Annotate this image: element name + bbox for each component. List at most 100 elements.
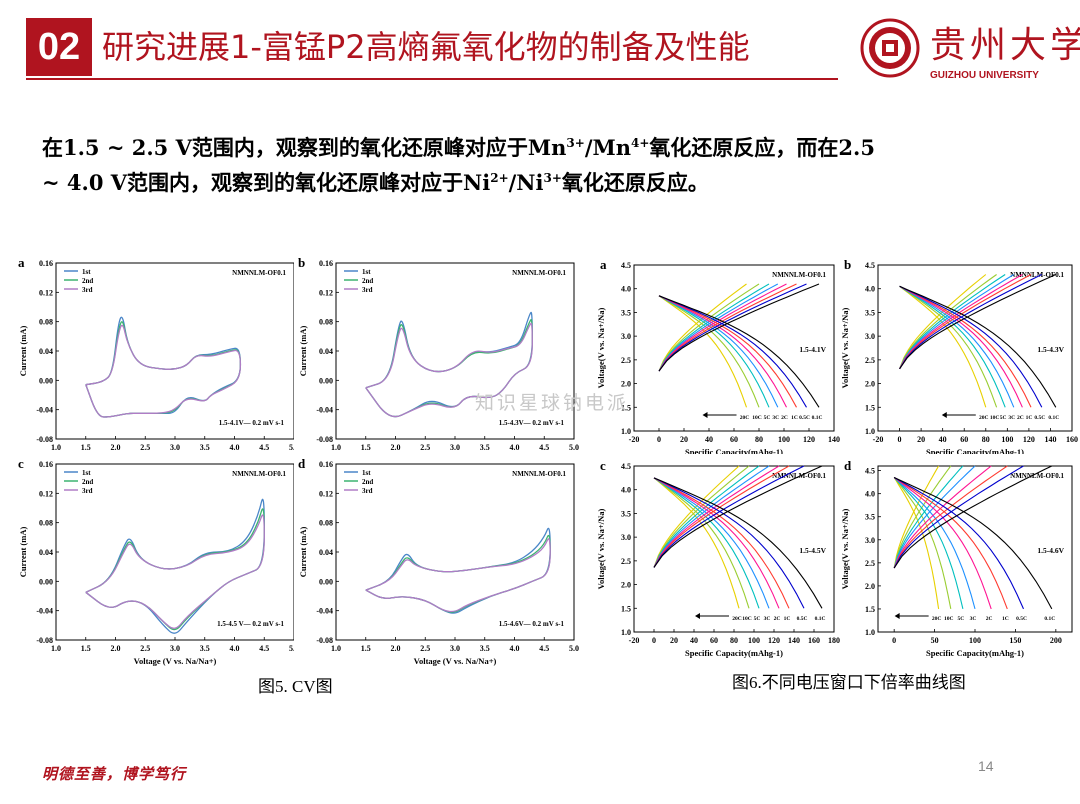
y-tick-label: 2.5 [865, 356, 875, 365]
rate-label: 0.1C [1044, 616, 1055, 622]
x-tick-label: -20 [873, 435, 884, 444]
discharge-curve-0.1C [893, 477, 1053, 610]
rate-arrow-head [695, 613, 700, 619]
discharge-curve-2C [899, 285, 1023, 408]
discharge-curve-3C [658, 295, 779, 408]
y-tick-label: 0.12 [39, 489, 53, 498]
cv-curve-1st [85, 498, 265, 634]
x-tick-label: 140 [788, 636, 800, 645]
page-number: 14 [978, 758, 994, 774]
legend-label: 3rd [362, 487, 373, 495]
x-tick-label: 2.0 [391, 443, 401, 452]
discharge-curve-0.1C [899, 285, 1057, 408]
charge-curve-1C [658, 283, 797, 372]
rate-label: 1C [1002, 616, 1009, 622]
y-tick-label: -0.08 [36, 435, 53, 444]
y-tick-label: -0.08 [316, 636, 333, 645]
x-tick-label: 2.0 [391, 644, 401, 653]
legend-label: 3rd [82, 286, 93, 294]
x-tick-label: 1.5 [361, 644, 371, 653]
y-axis-label: Voltage(V vs. Na+/Na) [596, 308, 606, 389]
rate-label: 0.5C [799, 415, 810, 421]
cv-curve-3rd [85, 514, 265, 629]
y-tick-label: 0.16 [319, 460, 333, 469]
x-tick-label: 2.5 [140, 443, 150, 452]
legend-label: 2nd [362, 478, 373, 486]
panel-letter: a [18, 255, 25, 270]
y-tick-label: 4.5 [865, 467, 875, 476]
y-tick-label: 0.00 [39, 376, 53, 385]
y-tick-label: 2.0 [865, 582, 875, 591]
discharge-curve-0.5C [893, 477, 1025, 610]
discharge-curve-20C [893, 477, 940, 609]
voltage-window-annotation: 1.5-4.1V [799, 345, 826, 354]
charge-curve-0.1C [653, 465, 823, 568]
x-tick-label: 120 [768, 636, 780, 645]
x-tick-label: -20 [629, 636, 640, 645]
slide-title: 研究进展1-富锰P2高熵氟氧化物的制备及性能 [102, 28, 750, 66]
charge-curve-0.5C [658, 283, 807, 372]
sample-label: NMNNLM-OF0.1 [232, 269, 286, 277]
cv-panel-a: 1.01.52.02.53.03.54.04.55.0-0.08-0.040.0… [14, 253, 300, 465]
y-tick-label: 2.5 [621, 557, 631, 566]
x-tick-label: 2.5 [420, 644, 430, 653]
rate-chart-a: -20 0 20 40 60 80 100 120 140 1.0 1.5 2.0 2.5 3.0 3.5 4… [596, 257, 840, 457]
x-tick-label: 4.5 [539, 443, 549, 452]
x-tick-label: 1.0 [331, 644, 341, 653]
y-tick-label: 0.16 [319, 259, 333, 268]
legend-label: 2nd [82, 277, 93, 285]
x-axis-label: Specific Capacity(mAhg-1) [926, 648, 1024, 658]
y-tick-label: 1.0 [621, 427, 631, 436]
rate-arrow-head [941, 412, 947, 418]
voltage-window-annotation: 1.5-4.5V [799, 546, 826, 555]
rate-label: 10C [752, 415, 762, 421]
x-tick-label: 60 [710, 636, 718, 645]
rate-label: 1C [791, 415, 798, 421]
x-tick-label: 160 [1066, 435, 1078, 444]
y-tick-label: 0.08 [319, 519, 333, 528]
cv-chart-a: 1.01.52.02.53.03.54.04.55.0-0.08-0.040.0… [18, 255, 299, 465]
discharge-curve-0.1C [653, 477, 823, 609]
x-tick-label: 3.5 [480, 443, 490, 452]
x-tick-label: 4.5 [539, 644, 549, 653]
cv-figure-caption: 图5. CV图 [258, 677, 333, 696]
university-seal-icon [860, 18, 920, 78]
y-tick-label: 4.5 [621, 462, 631, 471]
y-tick-label: 2.5 [865, 559, 875, 568]
x-tick-label: 4.0 [230, 443, 240, 452]
charge-curve-10C [658, 283, 760, 372]
discharge-curve-0.5C [899, 285, 1043, 408]
sample-label: NMNNLM-OF0.1 [1010, 472, 1064, 480]
rate-label: 3C [970, 616, 977, 622]
rate-label: 3C [1008, 415, 1015, 421]
discharge-curve-1C [899, 285, 1032, 408]
x-tick-label: 0 [898, 435, 902, 444]
cv-curve-1st [85, 316, 242, 418]
charge-curve-3C [899, 274, 1015, 370]
y-tick-label: -0.08 [316, 435, 333, 444]
y-tick-label: 0.12 [319, 288, 333, 297]
y-tick-label: 1.0 [865, 427, 875, 436]
y-tick-label: -0.04 [316, 406, 333, 415]
legend-label: 3rd [82, 487, 93, 495]
discharge-curve-5C [893, 477, 964, 610]
discharge-curve-10C [658, 295, 760, 408]
y-tick-label: 1.0 [621, 628, 631, 637]
x-tick-label: 1.0 [51, 644, 61, 653]
x-tick-label: 140 [828, 435, 840, 444]
x-tick-label: 100 [778, 435, 790, 444]
panel-letter: d [844, 458, 852, 473]
y-tick-label: 0.04 [319, 347, 333, 356]
cv-curve-2nd [85, 508, 265, 631]
y-axis-label: Current (mA) [18, 326, 28, 377]
x-axis-label: Specific Capacity(mAhg-1) [685, 648, 783, 658]
x-tick-label: 20 [917, 435, 925, 444]
x-tick-label: 3.0 [170, 644, 180, 653]
y-tick-label: 3.5 [621, 509, 631, 518]
y-tick-label: 3.0 [621, 332, 631, 341]
y-tick-label: 1.5 [865, 403, 875, 412]
discharge-curve-5C [899, 285, 1006, 408]
scan-rate-annotation: 1.5-4.5 V— 0.2 mV s-1 [217, 620, 284, 628]
legend-label: 1st [362, 268, 371, 276]
rate-label: 2C [986, 616, 993, 622]
